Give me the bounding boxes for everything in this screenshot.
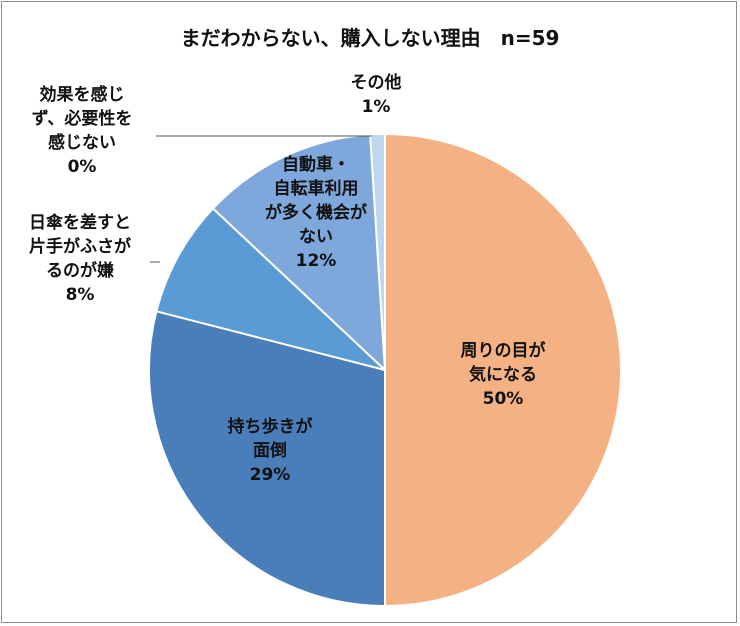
slice-label-2: 日傘を差すと片手がふさがるのが嫌 8% bbox=[29, 212, 131, 305]
pie-slice-0 bbox=[384, 132, 622, 608]
pie-slice-5 bbox=[369, 132, 386, 371]
slice-label-line: その他 bbox=[351, 72, 402, 93]
slice-label-line: るのが嫌 bbox=[46, 260, 114, 281]
slice-value-label: 1% bbox=[362, 97, 391, 117]
slice-label-line: 効果を感じ bbox=[40, 84, 125, 105]
slice-value-label: 0% bbox=[68, 157, 97, 177]
chart-title: まだわからない、購入しない理由 n=59 bbox=[180, 26, 560, 50]
slice-label-line: 気になる bbox=[468, 364, 537, 385]
slice-value-label: 8% bbox=[66, 285, 95, 305]
slice-label-line: 自動車・ bbox=[282, 154, 350, 175]
slice-label-3: 自動車・自転車利用が多く機会がない 12% bbox=[265, 154, 367, 271]
slice-label-5: その他 1% bbox=[351, 72, 402, 117]
slice-value-label: 29% bbox=[250, 465, 291, 485]
slice-label-line: ない bbox=[299, 227, 333, 247]
slice-label-line: 持ち歩きが bbox=[228, 416, 313, 437]
slice-value-label: 50% bbox=[483, 389, 524, 409]
slice-label-line: 周りの目が bbox=[461, 340, 546, 361]
slice-label-line: ず、必要性を bbox=[32, 108, 133, 129]
slice-label-line: 面倒 bbox=[253, 441, 287, 461]
slice-label-0: 周りの目が気になる 50% bbox=[461, 340, 546, 409]
slice-label-line: 自転車利用 bbox=[274, 178, 359, 199]
slice-label-line: 感じない bbox=[48, 132, 116, 153]
slice-label-line: 片手がふさが bbox=[29, 236, 131, 257]
pie-slice-1 bbox=[148, 310, 386, 608]
pie-slice-2 bbox=[155, 207, 386, 371]
slice-label-line: が多く機会が bbox=[265, 202, 367, 223]
slice-value-label: 12% bbox=[296, 251, 337, 271]
slice-label-1: 持ち歩きが面倒 29% bbox=[228, 416, 313, 485]
slice-label-4: 効果を感じず、必要性を感じない 0% bbox=[32, 84, 133, 177]
slice-label-line: 日傘を差すと bbox=[29, 212, 131, 233]
